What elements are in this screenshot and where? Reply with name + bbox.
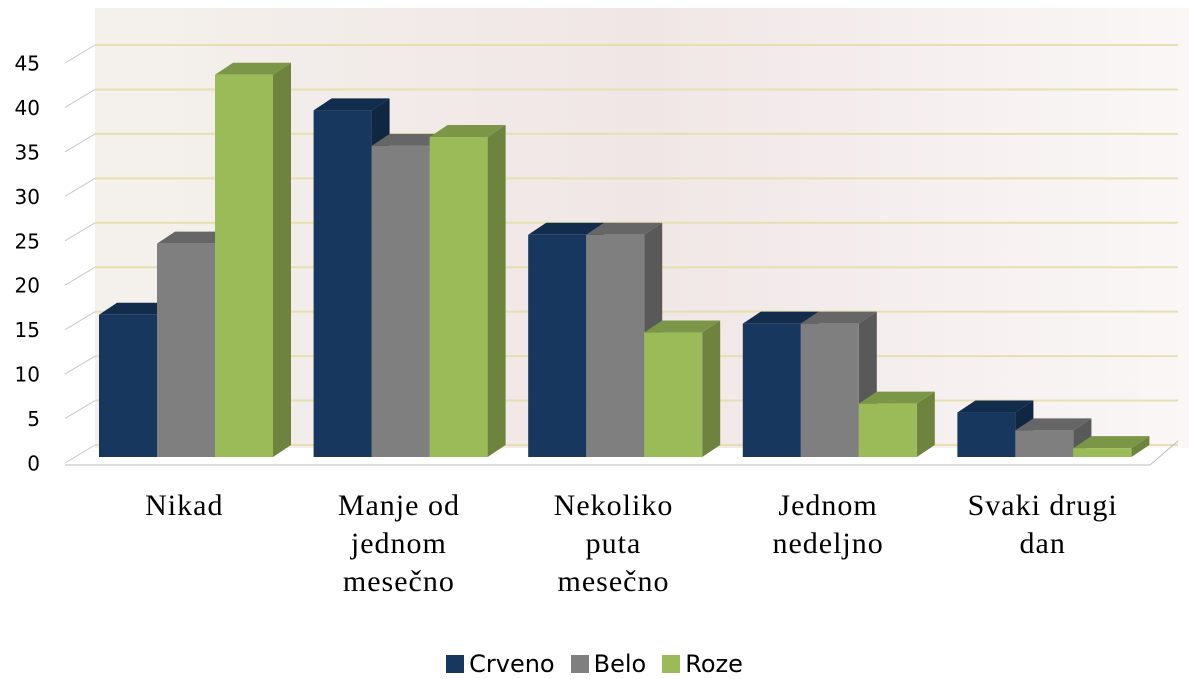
y-tick-label: 20	[15, 274, 40, 298]
grid-line-side	[64, 311, 96, 331]
grid-line-side	[64, 266, 96, 286]
bar	[99, 314, 157, 457]
bar-top	[644, 320, 721, 333]
x-tick-label: Manje od jednom mesečno	[337, 489, 460, 598]
bar-side	[487, 125, 506, 457]
bar	[1015, 430, 1074, 457]
bar-top	[157, 231, 233, 244]
bar-top	[528, 222, 605, 235]
bar	[742, 323, 801, 457]
bar-top	[429, 125, 506, 137]
legend-label: Belo	[593, 650, 647, 678]
bar	[858, 403, 917, 457]
legend-swatch	[570, 655, 589, 673]
y-tick-label: 10	[15, 363, 40, 387]
legend-swatch	[662, 655, 681, 673]
y-tick-label: 40	[15, 96, 40, 120]
bar-top	[371, 133, 448, 146]
grid-line-side	[64, 44, 96, 64]
bar-top	[858, 391, 935, 404]
bar-side	[916, 391, 935, 457]
bar-top	[1073, 436, 1150, 449]
legend-swatch	[446, 655, 465, 673]
bar-top	[99, 302, 175, 315]
bar-side	[1131, 436, 1150, 457]
y-tick-label: 5	[27, 407, 40, 431]
x-tick-label: Jednom nedeljno	[772, 489, 884, 560]
bar-top	[1015, 418, 1092, 431]
bar	[429, 137, 488, 457]
bar-top	[313, 98, 390, 111]
bar	[644, 332, 703, 457]
bar	[313, 110, 372, 457]
bar	[800, 323, 859, 457]
legend-label: Roze	[685, 650, 743, 678]
y-tick-label: 25	[15, 229, 40, 253]
x-tick-label: Nekoliko puta mesečno	[553, 489, 674, 598]
bar	[157, 243, 215, 457]
bar-top	[586, 222, 663, 235]
grid-line-side	[64, 355, 96, 375]
grid-line-side	[64, 400, 96, 419]
legend-label: Crveno	[469, 650, 555, 678]
legend-item: Crveno	[446, 650, 555, 678]
bar-top	[742, 311, 819, 324]
legend-item: Roze	[662, 650, 743, 678]
bar-top	[957, 400, 1034, 413]
bar	[586, 234, 645, 457]
grid-line-side	[64, 177, 96, 197]
bar	[1073, 448, 1132, 457]
grid-line-side	[64, 89, 96, 108]
bar-top	[215, 62, 291, 75]
legend: Crveno Belo Roze	[0, 650, 1189, 678]
grid-line-side	[64, 222, 96, 242]
grid-line-side	[64, 444, 96, 464]
y-tick-label: 0	[27, 452, 40, 476]
y-tick-label: 45	[15, 52, 40, 76]
bar-side	[273, 62, 291, 458]
legend-item: Belo	[570, 650, 647, 678]
x-tick-label: Nikad	[145, 489, 224, 522]
bar	[528, 234, 587, 457]
bar	[215, 74, 273, 458]
bar-side	[702, 320, 721, 457]
x-tick-label: Svaki drugi dan	[967, 489, 1118, 560]
bar	[957, 412, 1016, 457]
y-tick-label: 30	[15, 185, 40, 209]
y-tick-label: 35	[15, 140, 40, 164]
y-tick-label: 15	[15, 318, 40, 342]
bar-top	[800, 311, 877, 324]
x-axis-back	[1149, 440, 1179, 466]
bar	[371, 145, 430, 457]
grid-line-side	[64, 133, 96, 153]
